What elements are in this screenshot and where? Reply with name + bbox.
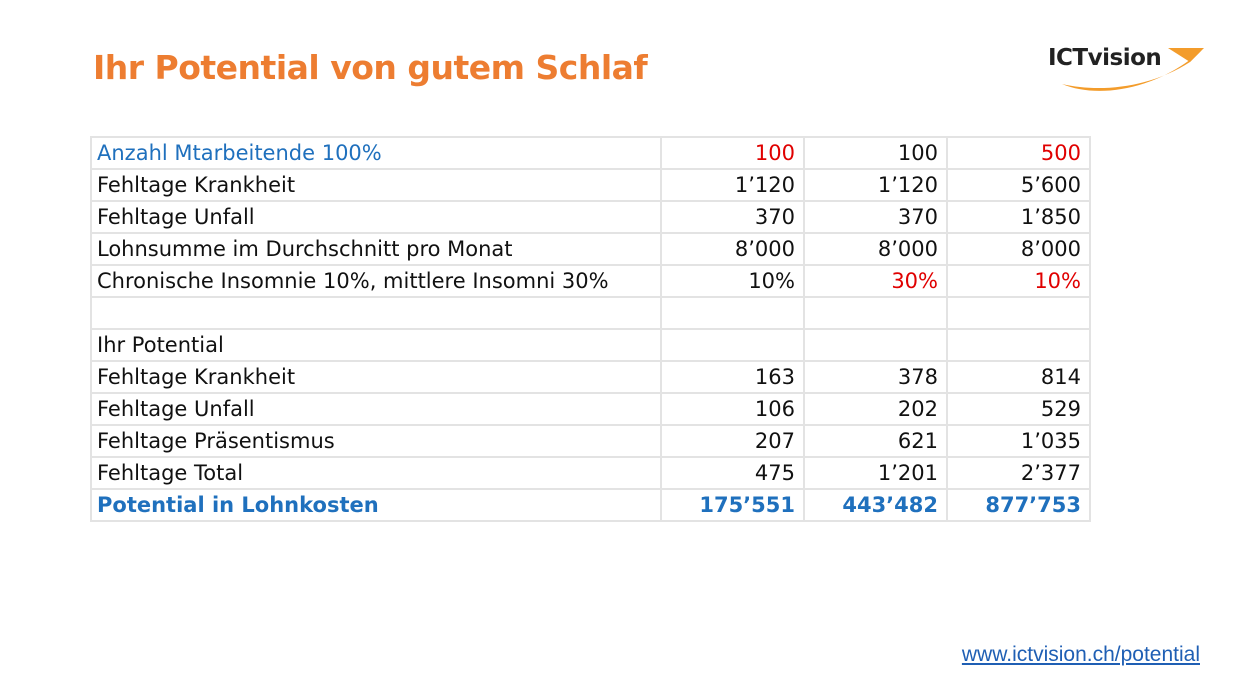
table-row: Potential in Lohnkosten 175’551 443’482 877… — [90, 488, 1091, 522]
row-label: Fehltage Unfall — [90, 200, 662, 234]
table-row: Lohnsumme im Durchschnitt pro Monat 8’000… — [90, 232, 1091, 266]
row-value-col-1: 8’000 — [660, 232, 805, 266]
row-label: Fehltage Präsentismus — [90, 424, 662, 458]
row-value-col-2: 100 — [803, 136, 948, 170]
table-row: Fehltage Unfall 370 370 1’850 — [90, 200, 1091, 234]
table-row: Fehltage Krankheit 163 378 814 — [90, 360, 1091, 394]
row-value-col-3 — [946, 328, 1091, 362]
row-label: Potential in Lohnkosten — [90, 488, 662, 522]
row-value-col-1: 163 — [660, 360, 805, 394]
row-value-col-1: 100 — [660, 136, 805, 170]
row-value-col-1: 475 — [660, 456, 805, 490]
row-value-col-2 — [803, 328, 948, 362]
logo-text: ICTvision — [1048, 45, 1162, 71]
row-value-col-3: 877’753 — [946, 488, 1091, 522]
page-title: Ihr Potential von gutem Schlaf — [93, 48, 648, 87]
table-row: Fehltage Total 475 1’201 2’377 — [90, 456, 1091, 490]
table-row: Fehltage Unfall 106 202 529 — [90, 392, 1091, 426]
table-row: Ihr Potential — [90, 328, 1091, 362]
row-value-col-3: 10% — [946, 264, 1091, 298]
row-value-col-3: 814 — [946, 360, 1091, 394]
row-label: Fehltage Krankheit — [90, 360, 662, 394]
row-value-col-1: 207 — [660, 424, 805, 458]
row-value-col-1: 1’120 — [660, 168, 805, 202]
row-value-col-3: 1’035 — [946, 424, 1091, 458]
row-value-col-2: 370 — [803, 200, 948, 234]
row-label — [90, 296, 662, 330]
potential-link[interactable]: www.ictvision.ch/potential — [961, 643, 1200, 666]
row-value-col-3: 1’850 — [946, 200, 1091, 234]
row-value-col-2: 1’120 — [803, 168, 948, 202]
row-value-col-2: 443’482 — [803, 488, 948, 522]
row-value-col-1: 10% — [660, 264, 805, 298]
row-value-col-1: 175’551 — [660, 488, 805, 522]
row-label: Chronische Insomnie 10%, mittlere Insomn… — [90, 264, 662, 298]
row-value-col-2 — [803, 296, 948, 330]
row-value-col-2: 621 — [803, 424, 948, 458]
ictvision-logo: ICTvision — [1040, 40, 1210, 100]
row-label: Fehltage Unfall — [90, 392, 662, 426]
logo-swoosh-icon — [1062, 48, 1204, 91]
row-value-col-2: 1’201 — [803, 456, 948, 490]
row-value-col-2: 202 — [803, 392, 948, 426]
row-value-col-1: 106 — [660, 392, 805, 426]
row-value-col-1 — [660, 328, 805, 362]
row-value-col-2: 8’000 — [803, 232, 948, 266]
row-value-col-3: 5’600 — [946, 168, 1091, 202]
row-value-col-2: 378 — [803, 360, 948, 394]
table-row: Anzahl Mtarbeitende 100% 100 100 500 — [90, 136, 1091, 170]
row-value-col-3 — [946, 296, 1091, 330]
row-value-col-3: 500 — [946, 136, 1091, 170]
row-label: Lohnsumme im Durchschnitt pro Monat — [90, 232, 662, 266]
row-value-col-1: 370 — [660, 200, 805, 234]
row-label: Fehltage Total — [90, 456, 662, 490]
table-row — [90, 296, 1091, 330]
table-row: Chronische Insomnie 10%, mittlere Insomn… — [90, 264, 1091, 298]
row-value-col-2: 30% — [803, 264, 948, 298]
table-row: Fehltage Krankheit 1’120 1’120 5’600 — [90, 168, 1091, 202]
row-label: Fehltage Krankheit — [90, 168, 662, 202]
row-value-col-3: 2’377 — [946, 456, 1091, 490]
row-label: Anzahl Mtarbeitende 100% — [90, 136, 662, 170]
row-value-col-1 — [660, 296, 805, 330]
potential-table: Anzahl Mtarbeitende 100% 100 100 500 Fehltag… — [90, 136, 1091, 522]
row-value-col-3: 529 — [946, 392, 1091, 426]
row-value-col-3: 8’000 — [946, 232, 1091, 266]
row-label: Ihr Potential — [90, 328, 662, 362]
table-row: Fehltage Präsentismus 207 621 1’035 — [90, 424, 1091, 458]
